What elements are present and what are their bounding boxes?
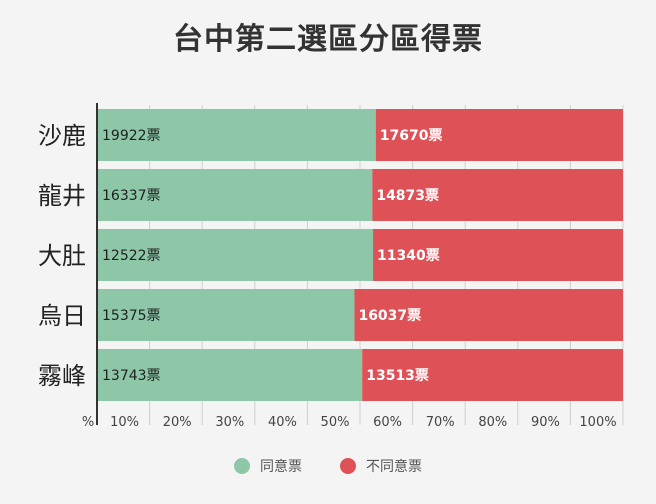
x-tick-label: 80% — [478, 415, 507, 430]
category-label: 烏日 — [38, 302, 86, 330]
data-label-yes: 15375票 — [102, 308, 161, 324]
x-tick-label: 20% — [163, 415, 192, 430]
legend-label-no: 不同意票 — [366, 459, 422, 475]
x-tick-label: 30% — [215, 415, 244, 430]
bar-yes — [97, 229, 374, 281]
data-label-no: 11340票 — [377, 248, 440, 264]
legend-swatch-yes — [234, 458, 250, 474]
bar-no — [375, 109, 623, 161]
category-label: 大肚 — [38, 242, 86, 270]
category-label: 沙鹿 — [38, 122, 86, 150]
category-label: 龍井 — [38, 182, 86, 210]
bar-no — [372, 169, 623, 221]
data-label-yes: 13743票 — [102, 368, 161, 384]
data-label-no: 14873票 — [376, 188, 439, 204]
x-tick-label: 10% — [110, 415, 139, 430]
bar-yes — [97, 169, 373, 221]
bar-yes — [97, 289, 355, 341]
x-tick-label: 60% — [373, 415, 402, 430]
x-tick-label: 70% — [426, 415, 455, 430]
chart-title: 台中第二選區分區得票 — [173, 22, 483, 57]
bar-no — [373, 229, 623, 281]
legend: 同意票 不同意票 — [0, 456, 656, 476]
legend-label-yes: 同意票 — [260, 459, 302, 475]
legend-item-yes: 同意票 — [234, 456, 302, 476]
data-label-yes: 12522票 — [102, 248, 161, 264]
data-label-no: 16037票 — [358, 308, 421, 324]
bar-no — [354, 289, 623, 341]
data-label-yes: 19922票 — [102, 128, 161, 144]
data-label-no: 17670票 — [380, 128, 443, 144]
x-tick-label: 50% — [321, 415, 350, 430]
x-tick-label: 40% — [268, 415, 297, 430]
bar-yes — [97, 109, 376, 161]
bar-no — [362, 349, 623, 401]
x-tick-label: % — [82, 415, 94, 430]
x-tick-label: 90% — [531, 415, 560, 430]
x-tick-label: 100% — [579, 415, 616, 430]
legend-item-no: 不同意票 — [340, 456, 422, 476]
data-label-no: 13513票 — [366, 368, 429, 384]
category-label: 霧峰 — [38, 362, 86, 390]
data-label-yes: 16337票 — [102, 188, 161, 204]
legend-swatch-no — [340, 458, 356, 474]
bar-yes — [97, 349, 363, 401]
